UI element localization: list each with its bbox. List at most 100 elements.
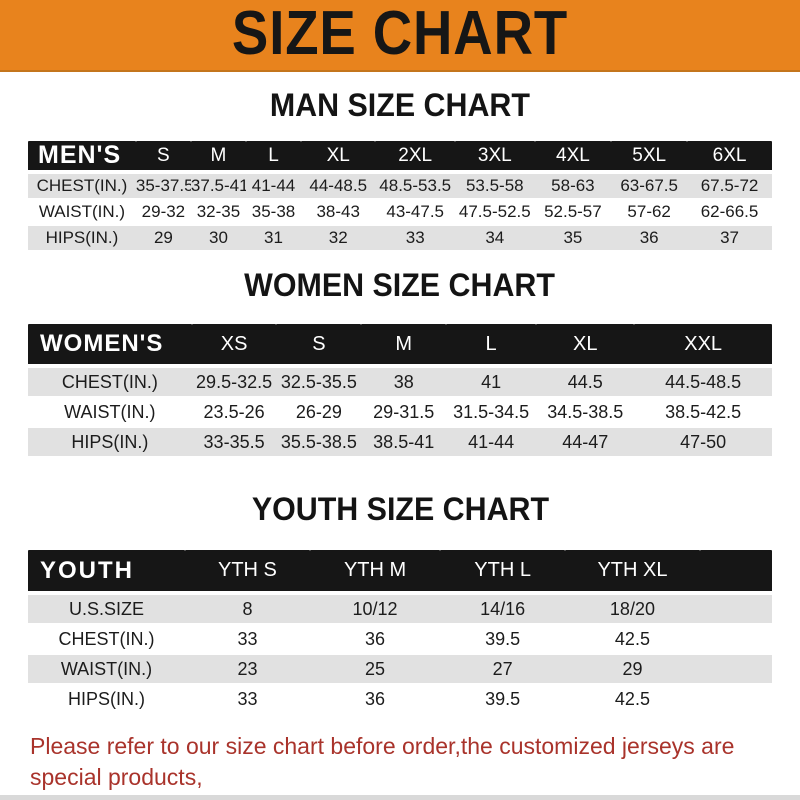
row-label: WAIST(IN.) xyxy=(28,200,136,226)
footer-notice: Please refer to our size chart before or… xyxy=(30,731,800,800)
cell-value: 42.5 xyxy=(565,625,700,655)
row-label: CHEST(IN.) xyxy=(28,625,185,655)
cell-value: 41-44 xyxy=(245,174,302,200)
cell-value: 52.5-57 xyxy=(534,200,612,226)
cell-value: 36 xyxy=(309,625,441,655)
cell-value: 23 xyxy=(184,655,310,685)
youth-row-hips-in: HIPS(IN.) 33 36 39.5 42.5 xyxy=(28,685,772,715)
row-label: WAIST(IN.) xyxy=(28,655,185,685)
cell-value: 18/20 xyxy=(565,595,700,625)
cell-value: 33 xyxy=(375,226,455,252)
cell-value: 32.5-35.5 xyxy=(276,368,362,398)
cell-value: 29-32 xyxy=(135,200,191,226)
youth-heading: YOUTH SIZE CHART xyxy=(0,492,800,527)
cell-value: 48.5-53.5 xyxy=(375,174,455,200)
cell-value: 37 xyxy=(687,226,772,252)
men-table-title: MEN'S xyxy=(28,141,136,174)
cell-value: 62-66.5 xyxy=(687,200,772,226)
cell-value: 36 xyxy=(611,226,688,252)
women-column-s: S xyxy=(276,324,362,368)
men-column-3xl: 3XL xyxy=(455,141,535,174)
cell-value: 44.5 xyxy=(536,368,635,398)
youth-heading-text: YOUTH SIZE CHART xyxy=(251,491,549,527)
cell-value: 25 xyxy=(309,655,441,685)
cell-value: 33-35.5 xyxy=(191,428,277,458)
youth-column-yth-xl: YTH XL xyxy=(565,550,700,595)
cell-value: 31.5-34.5 xyxy=(446,398,537,428)
notice-line-1: Please refer to our size chart before or… xyxy=(30,733,735,790)
women-column-xxl: XXL xyxy=(634,324,772,368)
women-column-l: L xyxy=(446,324,537,368)
cell-value: 32 xyxy=(301,226,376,252)
cell-value: 47.5-52.5 xyxy=(455,200,535,226)
cell-value: 26-29 xyxy=(276,398,362,428)
cell-value: 30 xyxy=(190,226,246,252)
row-label: HIPS(IN.) xyxy=(28,685,185,715)
cell-value: 47-50 xyxy=(634,428,772,458)
cell-filler xyxy=(699,595,772,625)
men-column-s: S xyxy=(135,141,191,174)
cell-value: 31 xyxy=(245,226,302,252)
cell-value: 34.5-38.5 xyxy=(536,398,635,428)
women-column-xl: XL xyxy=(536,324,635,368)
cell-value: 14/16 xyxy=(440,595,566,625)
men-column-m: M xyxy=(190,141,246,174)
cell-value: 35.5-38.5 xyxy=(276,428,362,458)
men-column-4xl: 4XL xyxy=(534,141,612,174)
youth-row-u-s-size: U.S.SIZE 8 10/12 14/16 18/20 xyxy=(28,595,772,625)
cell-value: 41 xyxy=(446,368,537,398)
cell-value: 10/12 xyxy=(309,595,441,625)
cell-value: 27 xyxy=(440,655,566,685)
cell-value: 29.5-32.5 xyxy=(191,368,277,398)
youth-column-yth-l: YTH L xyxy=(440,550,566,595)
cell-value: 38.5-41 xyxy=(361,428,447,458)
women-row-hips-in: HIPS(IN.) 33-35.5 35.5-38.5 38.5-41 41-44 44-… xyxy=(28,428,772,458)
cell-value: 63-67.5 xyxy=(611,174,688,200)
men-header-row: MEN'S S M L XL 2XL 3XL 4XL 5XL 6XL xyxy=(28,141,772,174)
women-column-m: M xyxy=(361,324,447,368)
cell-value: 37.5-41 xyxy=(190,174,246,200)
youth-column-yth-m: YTH M xyxy=(309,550,441,595)
section-men: MAN SIZE CHART MEN'S S M L XL 2XL 3XL 4XL 5XL 6XL… xyxy=(0,88,800,252)
cell-value: 29 xyxy=(135,226,191,252)
men-column-xl: XL xyxy=(301,141,376,174)
women-heading-text: WOMEN SIZE CHART xyxy=(244,267,556,303)
cell-value: 53.5-58 xyxy=(455,174,535,200)
cell-value: 35-38 xyxy=(245,200,302,226)
men-heading: MAN SIZE CHART xyxy=(0,88,800,123)
youth-row-chest-in: CHEST(IN.) 33 36 39.5 42.5 xyxy=(28,625,772,655)
cell-value: 32-35 xyxy=(190,200,246,226)
cell-value: 8 xyxy=(184,595,310,625)
women-row-waist-in: WAIST(IN.) 23.5-26 26-29 29-31.5 31.5-34.5 34… xyxy=(28,398,772,428)
cell-value: 42.5 xyxy=(565,685,700,715)
cell-value: 58-63 xyxy=(534,174,612,200)
cell-filler xyxy=(699,625,772,655)
men-size-table: MEN'S S M L XL 2XL 3XL 4XL 5XL 6XL CHEST(IN.) 35-37… xyxy=(28,141,772,252)
youth-row-waist-in: WAIST(IN.) 23 25 27 29 xyxy=(28,655,772,685)
cell-filler xyxy=(699,655,772,685)
cell-value: 39.5 xyxy=(440,685,566,715)
cell-value: 36 xyxy=(309,685,441,715)
men-column-6xl: 6XL xyxy=(687,141,772,174)
section-women: WOMEN SIZE CHART WOMEN'S XS S M L XL XXL CHEST(… xyxy=(0,268,800,458)
bottom-edge-strip xyxy=(0,795,800,800)
cell-value: 23.5-26 xyxy=(191,398,277,428)
row-label: CHEST(IN.) xyxy=(28,174,136,200)
cell-value: 43-47.5 xyxy=(375,200,455,226)
women-table-title: WOMEN'S xyxy=(28,324,192,368)
cell-value: 33 xyxy=(184,625,310,655)
row-label: U.S.SIZE xyxy=(28,595,185,625)
men-row-waist-in: WAIST(IN.) 29-32 32-35 35-38 38-43 43-47.5 47.… xyxy=(28,200,772,226)
women-row-chest-in: CHEST(IN.) 29.5-32.5 32.5-35.5 38 41 44.5 44.5… xyxy=(28,368,772,398)
cell-filler xyxy=(699,685,772,715)
women-size-table: WOMEN'S XS S M L XL XXL CHEST(IN.) 29.5-32.5 32.5… xyxy=(28,324,772,458)
row-label: HIPS(IN.) xyxy=(28,428,192,458)
row-label: HIPS(IN.) xyxy=(28,226,136,252)
cell-value: 39.5 xyxy=(440,625,566,655)
row-label: WAIST(IN.) xyxy=(28,398,192,428)
youth-column-yth-s: YTH S xyxy=(184,550,310,595)
cell-value: 29 xyxy=(565,655,700,685)
cell-value: 67.5-72 xyxy=(687,174,772,200)
youth-column-filler xyxy=(699,550,772,595)
section-youth: YOUTH SIZE CHART YOUTH YTH S YTH M YTH L YTH… xyxy=(0,492,800,715)
